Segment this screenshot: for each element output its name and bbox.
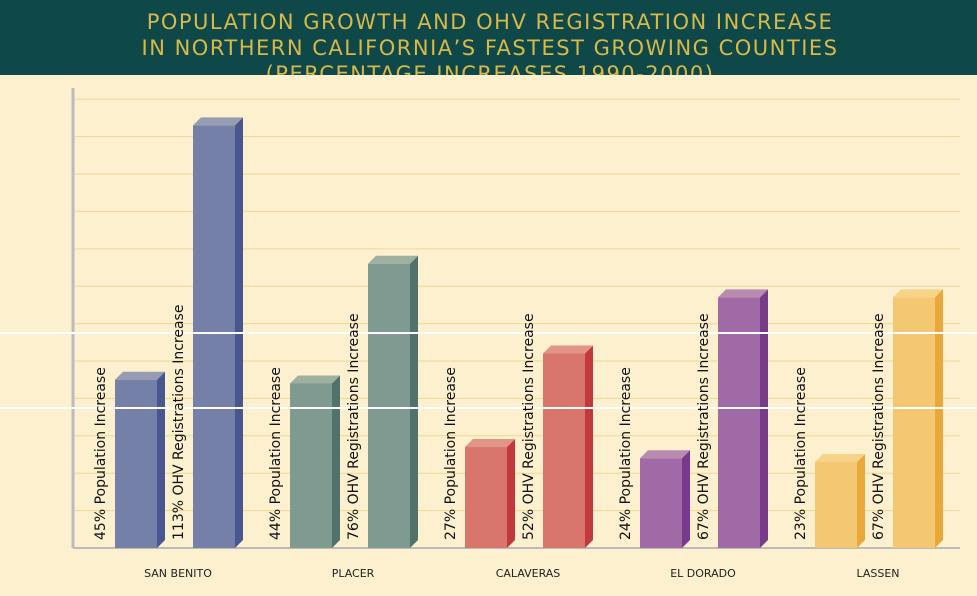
x-tick-label: PLACER: [332, 567, 375, 580]
bar-side: [410, 255, 418, 549]
chart-subtitle: (PERCENTAGE INCREASES 1990-2000): [266, 62, 715, 86]
bar-3d: [193, 117, 243, 548]
bar-top: [543, 345, 593, 354]
bar-top: [368, 255, 418, 264]
data-label: 23% Population Increase: [793, 367, 809, 540]
bar-top: [640, 450, 690, 459]
bar-3d: [815, 453, 865, 548]
bar-side: [857, 453, 865, 548]
bar: [640, 458, 682, 548]
data-label: 27% Population Increase: [443, 367, 459, 540]
bar-top: [115, 371, 165, 380]
bar-3d: [893, 289, 943, 548]
bar-top: [290, 375, 340, 384]
bar: [893, 297, 935, 548]
bar-3d: [718, 289, 768, 548]
bar-side: [760, 289, 768, 548]
bar-side: [332, 375, 340, 548]
bar-top: [893, 289, 943, 298]
bar-top: [193, 117, 243, 126]
x-tick-label: SAN BENITO: [144, 567, 212, 580]
bar: [718, 297, 760, 548]
bar: [290, 383, 332, 548]
data-label: 45% Population Increase: [93, 367, 109, 540]
bar: [815, 461, 857, 548]
bar-side: [585, 345, 593, 548]
header: [0, 0, 977, 75]
data-label: 67% OHV Registrations Increase: [871, 313, 887, 540]
bar-3d: [543, 345, 593, 548]
data-label: 113% OHV Registrations Increase: [171, 305, 187, 540]
bar: [115, 379, 157, 548]
chart-title: IN NORTHERN CALIFORNIA’S FASTEST GROWING…: [142, 36, 839, 60]
bar-side: [507, 439, 515, 548]
bar-top: [465, 439, 515, 448]
x-tick-label: LASSEN: [856, 567, 899, 580]
bar-3d: [115, 371, 165, 548]
bar-side: [157, 371, 165, 548]
bar: [193, 125, 235, 548]
bar-3d: [465, 439, 515, 548]
bar: [368, 263, 410, 548]
bars: [115, 117, 943, 549]
bar: [465, 447, 507, 548]
x-tick-label: EL DORADO: [670, 567, 736, 580]
bar-top: [718, 289, 768, 298]
data-label: 76% OHV Registrations Increase: [346, 313, 362, 540]
chart-title: POPULATION GROWTH AND OHV REGISTRATION I…: [147, 10, 834, 34]
bar-side: [935, 289, 943, 548]
bar: [543, 353, 585, 548]
data-label: 52% OHV Registrations Increase: [521, 313, 537, 540]
data-label: 67% OHV Registrations Increase: [696, 313, 712, 540]
title-group: POPULATION GROWTH AND OHV REGISTRATION I…: [142, 10, 839, 86]
bar-3d: [368, 255, 418, 549]
x-tick-label: CALAVERAS: [496, 567, 561, 580]
bar-side: [682, 450, 690, 548]
bar-3d: [640, 450, 690, 548]
bar-top: [815, 453, 865, 462]
data-label: 24% Population Increase: [618, 367, 634, 540]
data-label: 44% Population Increase: [268, 367, 284, 540]
bar-3d: [290, 375, 340, 548]
